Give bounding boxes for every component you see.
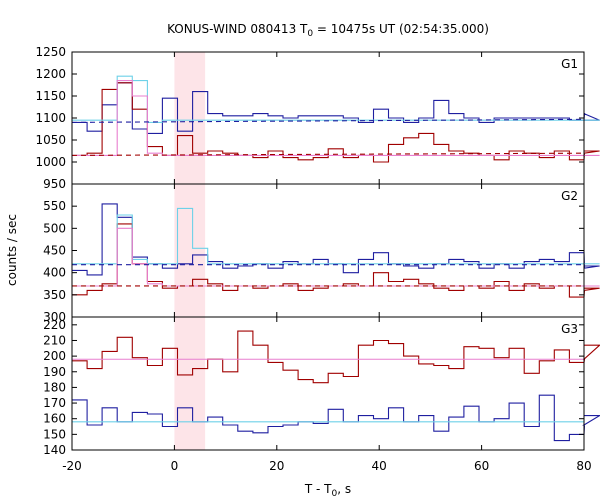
x-axis-label-subscript: 0 — [332, 489, 338, 499]
chart-title-rest: = 10475s UT (02:54:35.000) — [313, 22, 489, 36]
xtick-label--20: -20 — [62, 459, 82, 473]
g3-panel-label: G3 — [561, 322, 578, 336]
g3-ytick-label-200: 200 — [43, 349, 66, 363]
chart-title-main: KONUS-WIND 080413 T — [167, 22, 308, 36]
g1-ytick-label-1050: 1050 — [35, 133, 66, 147]
g1-ytick-label-950: 950 — [43, 177, 66, 191]
g2-ytick-label-350: 350 — [43, 288, 66, 302]
g1-series-blue — [72, 82, 600, 134]
shaded-interval-layer — [174, 52, 206, 450]
g1-ytick-label-1200: 1200 — [35, 67, 66, 81]
y-axis-label: counts / sec — [5, 214, 19, 286]
g1-shaded-interval — [174, 52, 206, 184]
g1-ytick-label-1000: 1000 — [35, 155, 66, 169]
g2-ytick-label-300: 300 — [43, 310, 66, 324]
g3-ytick-label-180: 180 — [43, 380, 66, 394]
g2-series-cyan-fit — [72, 207, 600, 265]
g3-ytick-label-150: 150 — [43, 427, 66, 441]
chart-title: KONUS-WIND 080413 T0 = 10475s UT (02:54:… — [167, 22, 489, 39]
g1-ytick-label-1250: 1250 — [35, 45, 66, 59]
g3-series-blue — [72, 394, 600, 442]
g3-ytick-label-140: 140 — [43, 443, 66, 457]
x-axis-label-rest: , s — [337, 482, 351, 496]
xtick-label-40: 40 — [372, 459, 387, 473]
xtick-label-60: 60 — [474, 459, 489, 473]
g1-series-pink-fit — [72, 80, 600, 156]
xtick-label-80: 80 — [576, 459, 591, 473]
xtick-label-20: 20 — [269, 459, 284, 473]
g1-series-red-bg — [71, 152, 585, 156]
g3-ytick-label-160: 160 — [43, 412, 66, 426]
g2-series-red — [72, 223, 600, 298]
g1-panel-label: G1 — [561, 57, 578, 71]
g3-series-red — [72, 330, 600, 384]
g2-shaded-interval — [174, 184, 206, 317]
g2-ytick-label-500: 500 — [43, 221, 66, 235]
g2-frame — [71, 183, 585, 318]
series-layer — [71, 75, 600, 442]
g1-series-blue-bg — [71, 118, 585, 123]
xtick-label-0: 0 — [171, 459, 179, 473]
g2-ytick-label-400: 400 — [43, 266, 66, 280]
g3-ytick-label-220: 220 — [43, 318, 66, 332]
g3-shaded-interval — [174, 317, 206, 450]
g1-series-cyan-fit — [72, 75, 600, 123]
g2-series-blue — [72, 203, 600, 276]
g3-frame — [71, 316, 585, 451]
g1-ytick-label-1150: 1150 — [35, 89, 66, 103]
g2-panel-label: G2 — [561, 189, 578, 203]
g2-ytick-label-450: 450 — [43, 244, 66, 258]
g3-ytick-label-210: 210 — [43, 333, 66, 347]
g1-ytick-label-1100: 1100 — [35, 111, 66, 125]
chart-title-subscript: 0 — [307, 29, 313, 39]
g3-ytick-label-170: 170 — [43, 396, 66, 410]
x-axis-label-main: T - T — [304, 482, 332, 496]
axes-layer: 950100010501100115012001250G130035040045… — [35, 45, 591, 473]
g2-series-pink-fit — [72, 227, 600, 287]
x-axis-label: T - T0, s — [304, 482, 351, 499]
g3-ytick-label-190: 190 — [43, 365, 66, 379]
g2-ytick-label-550: 550 — [43, 199, 66, 213]
